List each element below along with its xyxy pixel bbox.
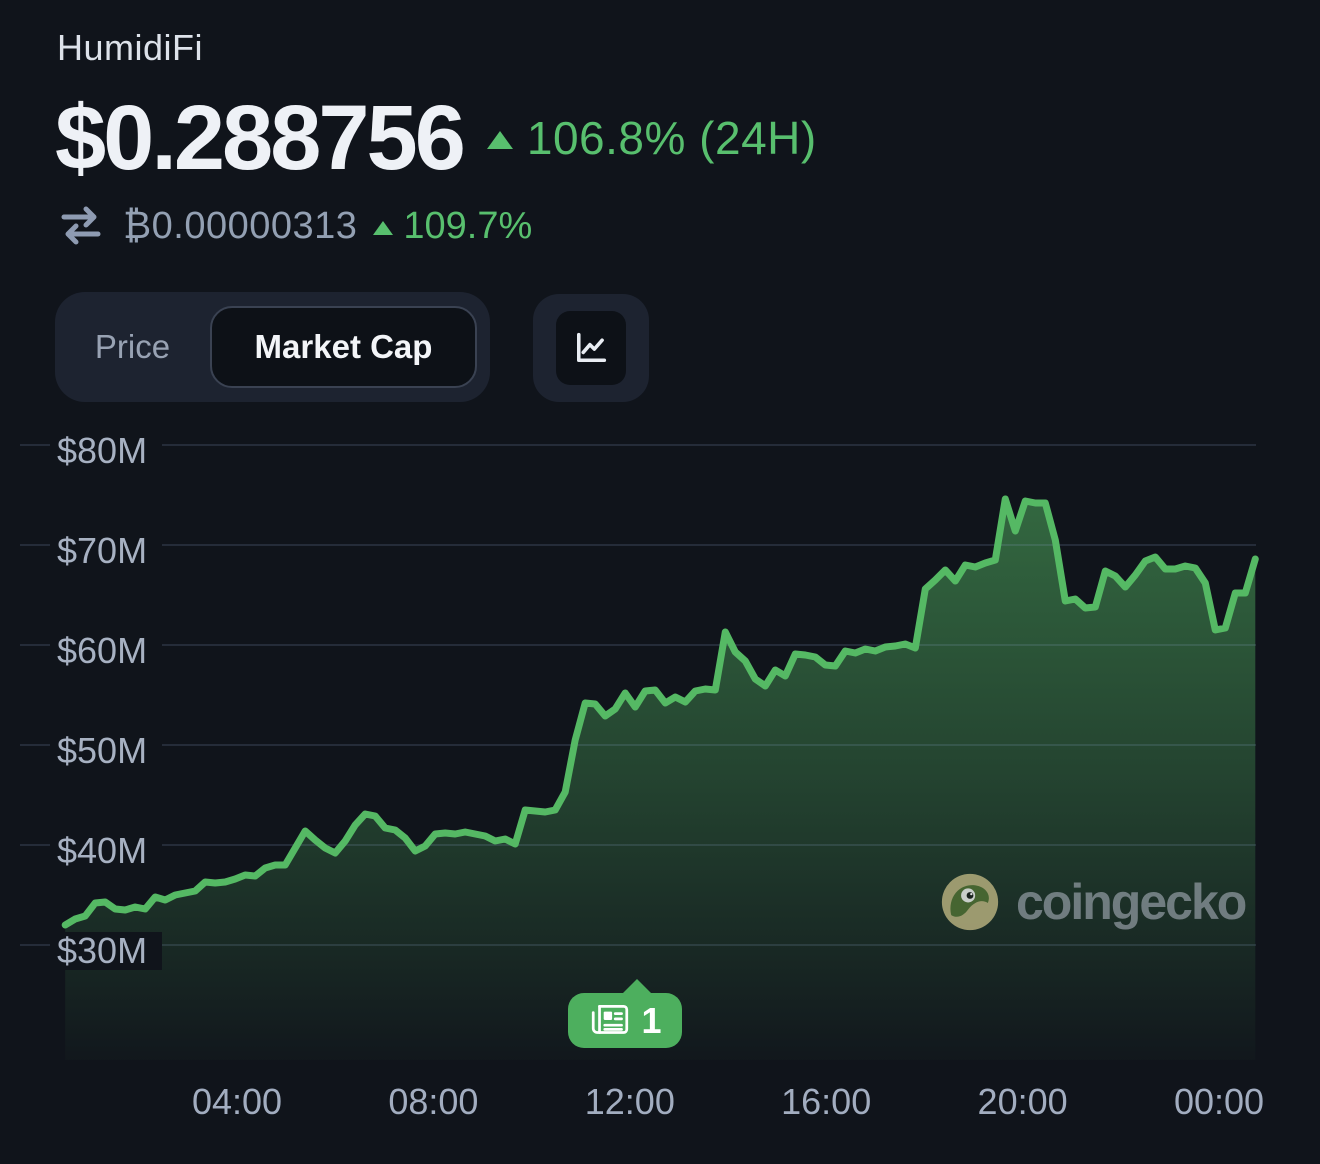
y-axis-label: $40M [57, 830, 147, 871]
news-badge[interactable]: 1 [568, 979, 682, 1048]
x-axis-label: 12:00 [585, 1081, 675, 1122]
btc-price-row[interactable]: ₿0.00000313 109.7% [57, 204, 532, 248]
coingecko-watermark: coingecko [940, 872, 1247, 932]
price-usd: $0.288756 [55, 87, 466, 189]
x-axis-labels: 04:00 08:00 12:00 16:00 20:00 00:00 [192, 1081, 1264, 1122]
y-axis-label: $80M [57, 430, 147, 471]
x-axis-label: 16:00 [781, 1081, 871, 1122]
y-axis-label: $30M [57, 930, 147, 971]
coin-name: HumidiFi [57, 27, 204, 68]
newspaper-icon [592, 1004, 629, 1034]
y-axis-label-mask [50, 732, 162, 770]
price-btc: ₿0.00000313 [123, 204, 358, 247]
y-axis-label: $60M [57, 630, 147, 671]
gridlines [20, 444, 1256, 946]
change-24h: 106.8% (24H) [526, 112, 817, 164]
y-axis-label-mask [50, 632, 162, 670]
coingecko-watermark-text: coingecko [1016, 874, 1247, 930]
market-cap-line [61, 495, 1259, 929]
tab-market-cap[interactable]: Market Cap [210, 306, 477, 388]
line-chart-icon [577, 332, 607, 362]
up-triangle-icon [373, 221, 394, 235]
y-axis-label-mask [50, 932, 162, 970]
swap-currency-icon[interactable] [57, 204, 105, 248]
coingecko-logo-icon [941, 873, 999, 931]
y-axis-label-mask [50, 432, 162, 470]
y-axis-label-mask [50, 532, 162, 570]
y-axis-labels: $80M $70M $60M $50M $40M $30M [50, 430, 162, 971]
x-axis-label: 20:00 [978, 1081, 1068, 1122]
tab-price[interactable]: Price [94, 328, 171, 365]
x-axis-label: 08:00 [388, 1081, 478, 1122]
market-cap-area-fill [65, 499, 1256, 1060]
x-axis-label: 04:00 [192, 1081, 282, 1122]
y-axis-label: $70M [57, 530, 147, 571]
badge-pointer [622, 979, 652, 994]
news-count: 1 [641, 999, 662, 1041]
x-axis-label: 00:00 [1174, 1081, 1264, 1122]
change-btc: 109.7% [403, 204, 533, 247]
price-row: $0.288756 106.8% (24H) [55, 92, 817, 184]
price-marketcap-toggle: Price Market Cap [55, 292, 490, 402]
y-axis-label-mask [50, 832, 162, 870]
chart-style-button[interactable] [533, 294, 649, 402]
y-axis-label: $50M [57, 730, 147, 771]
up-triangle-icon [486, 131, 513, 149]
chart-style-button-inner [556, 311, 626, 385]
